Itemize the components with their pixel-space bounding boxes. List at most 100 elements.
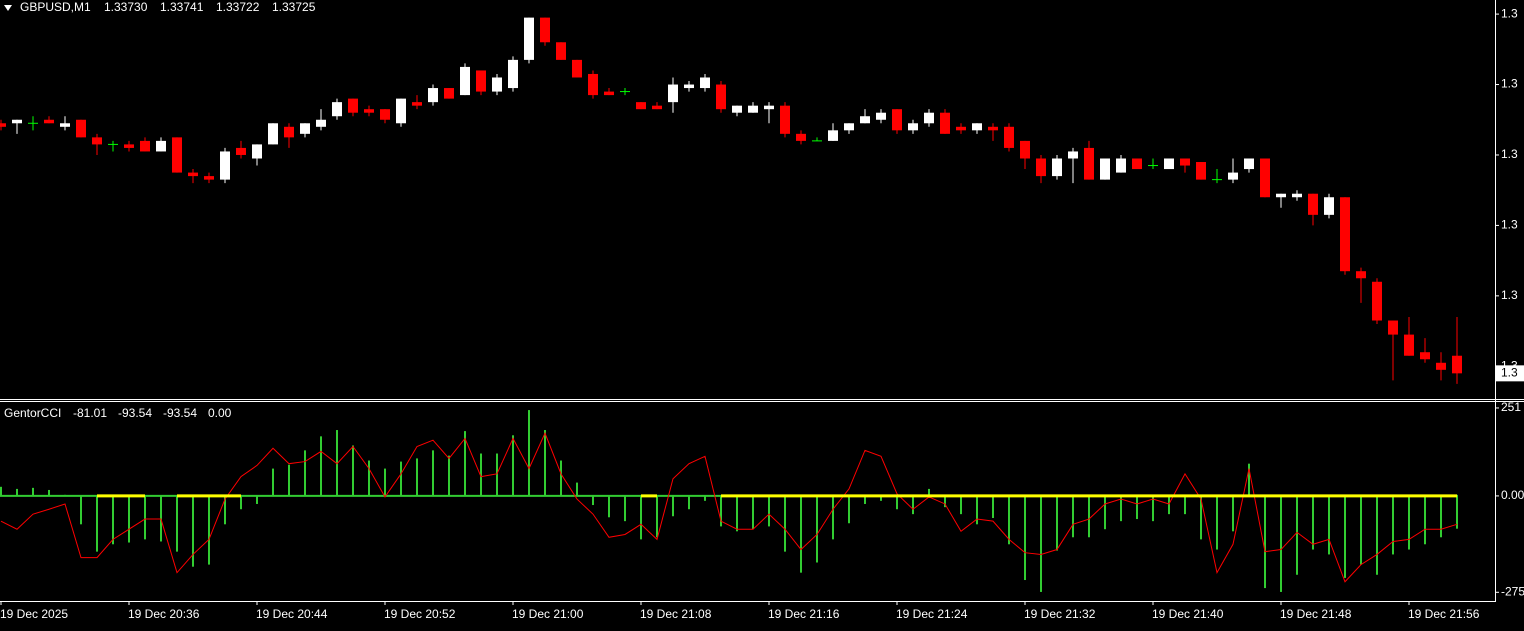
candle-body: [1244, 158, 1254, 170]
candle-body: [204, 176, 214, 180]
candle-body: [1180, 158, 1190, 166]
header-value: 1.33741: [160, 0, 204, 14]
x-tick-label: 19 Dec 21:56: [1408, 607, 1480, 621]
candle-body: [716, 84, 726, 110]
x-tick-label: 19 Dec 21:24: [896, 607, 968, 621]
candle-body: [524, 17, 534, 60]
candle-body: [364, 109, 374, 113]
candle-body: [764, 105, 774, 110]
candle-body: [476, 70, 486, 92]
candle-body: [1020, 140, 1030, 159]
candle-body: [188, 172, 198, 177]
candle-body: [892, 109, 902, 131]
candle-body: [1308, 193, 1318, 215]
candle-body: [604, 91, 614, 96]
candle-body: [1452, 355, 1462, 374]
candle-body: [1420, 352, 1430, 360]
y-tick-label: -275: [1501, 584, 1524, 598]
candle-body: [396, 98, 406, 124]
candle-body: [1372, 281, 1382, 321]
candle-body: [156, 140, 166, 152]
candle-body: [0, 123, 6, 127]
candle-body: [1324, 197, 1334, 215]
x-tick-label: 19 Dec 21:00: [512, 607, 584, 621]
candle-body: [1084, 147, 1094, 180]
candle-body: [1116, 158, 1126, 173]
y-tick-label: 1.3: [1501, 218, 1518, 232]
header-value: 0.00: [208, 406, 232, 420]
x-tick-label: 19 Dec 21:08: [640, 607, 712, 621]
candle-body: [140, 140, 150, 152]
candle-body: [748, 105, 758, 113]
y-tick-label: 1.3: [1501, 77, 1518, 91]
candle-body: [332, 102, 342, 117]
candle-body: [1132, 158, 1142, 170]
candle-body: [1100, 158, 1110, 180]
x-tick-label: 19 Dec 21:48: [1280, 607, 1352, 621]
candle-body: [12, 119, 22, 124]
current-price-box: [1496, 365, 1524, 382]
x-tick-label: 19 Dec 21:16: [768, 607, 840, 621]
candle-body: [988, 126, 998, 131]
candle-body: [1036, 158, 1046, 177]
candle-body: [380, 109, 390, 120]
x-tick-label: 19 Dec 20:36: [128, 607, 200, 621]
candle-body: [284, 126, 294, 138]
candle-body: [572, 59, 582, 78]
candle-body: [556, 42, 566, 60]
candle-body: [860, 116, 870, 124]
candle-body: [668, 84, 678, 103]
candle-body: [44, 119, 54, 124]
indicator-line: [0, 431, 1458, 583]
candle-body: [1004, 126, 1014, 148]
candle-body: [652, 105, 662, 110]
y-tick-label: 1.3: [1501, 288, 1518, 302]
candle-body: [828, 130, 838, 141]
candle-body: [1196, 162, 1206, 180]
candle-body: [348, 98, 358, 113]
candle-body: [956, 126, 966, 131]
header-value: -93.54: [118, 406, 152, 420]
candle-body: [172, 137, 182, 173]
candle-body: [1052, 158, 1062, 177]
candle-body: [316, 119, 326, 127]
candle-body: [588, 73, 598, 96]
candle-body: [540, 17, 550, 43]
y-tick-label: 1.3: [1501, 147, 1518, 161]
candle-body: [1260, 158, 1270, 198]
candle-body: [220, 151, 230, 180]
header-value: 1.33725: [272, 0, 316, 14]
candle-body: [1068, 151, 1078, 159]
candle-body: [252, 144, 262, 159]
candle-body: [636, 102, 646, 110]
candle-body: [76, 119, 86, 138]
candle-body: [1404, 334, 1414, 356]
candle-body: [732, 105, 742, 113]
candle-body: [684, 84, 694, 89]
candle-body: [428, 88, 438, 103]
candle-body: [780, 105, 790, 134]
header-value: 1.33722: [216, 0, 260, 14]
header-value: -81.01: [73, 406, 107, 420]
candle-body: [908, 123, 918, 131]
candle-body: [300, 123, 310, 134]
candle-body: [844, 123, 854, 131]
current-price-label: 1.3: [1501, 366, 1518, 380]
candle-body: [412, 102, 422, 106]
candle-body: [1292, 193, 1302, 198]
candle-body: [1276, 193, 1286, 198]
pane-title: GentorCCI: [4, 406, 61, 420]
candle-body: [60, 123, 70, 127]
candle-body: [1388, 320, 1398, 335]
candle-body: [1356, 271, 1366, 279]
candle-body: [940, 112, 950, 134]
candle-body: [268, 123, 278, 145]
header-value: -93.54: [163, 406, 197, 420]
x-tick-label: 19 Dec 20:52: [384, 607, 456, 621]
menu-arrow[interactable]: [4, 5, 12, 11]
candle-body: [924, 112, 934, 124]
candle-body: [508, 59, 518, 89]
candle-body: [876, 112, 886, 120]
